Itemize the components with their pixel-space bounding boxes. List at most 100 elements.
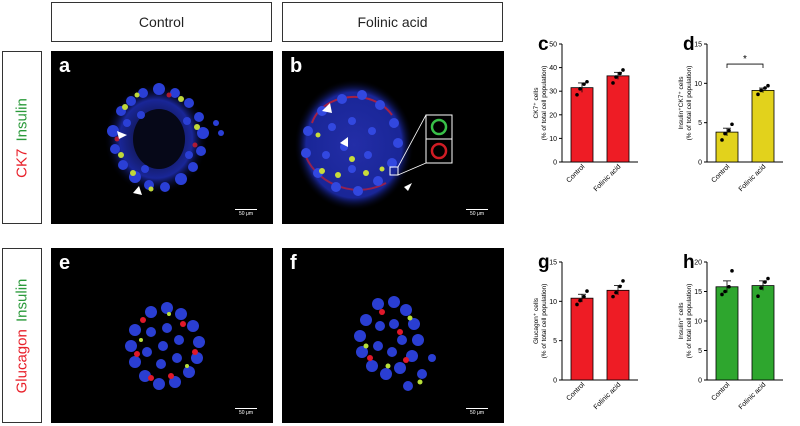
- panel-letter-a: a: [59, 55, 71, 77]
- panel-letter-e: e: [59, 252, 71, 274]
- x-tick-label-c-1: Folinic acid: [593, 163, 623, 193]
- row-label-bottom: Glucagon Insulin: [2, 248, 42, 423]
- data-point-c-1-2: [618, 71, 622, 76]
- x-tick-label-h-0: Control: [710, 381, 731, 402]
- data-point-c-0-1: [578, 87, 582, 91]
- data-point-d-1-1: [759, 88, 763, 93]
- data-point-c-1-0: [611, 81, 615, 85]
- data-point-g-1-2: [618, 284, 622, 289]
- y-label-sub-h: (% of total cell population): [686, 284, 693, 359]
- x-tick-label-d-0: Control: [710, 163, 731, 184]
- data-point-g-0-0: [575, 302, 579, 307]
- scale-bar-a: 50 μm: [235, 209, 257, 217]
- panel-letter-b: b: [290, 55, 303, 77]
- bar-d-0: [715, 131, 739, 163]
- row-bottom-green-label: Insulin: [13, 278, 31, 322]
- micrograph-a-image: [104, 83, 224, 195]
- data-point-c-1-3: [621, 68, 625, 72]
- y-tick-label-c-5: 50: [549, 42, 557, 49]
- chart-letter-h: h: [683, 252, 695, 273]
- y-tick-label-d-1: 5: [698, 120, 702, 127]
- column-header-control: Control: [51, 2, 272, 42]
- column-header-folinic-label: Folinic acid: [357, 14, 428, 30]
- significance-bracket-d: [726, 63, 764, 69]
- data-point-g-0-3: [585, 289, 589, 293]
- data-point-d-0-0: [720, 138, 724, 142]
- x-tick-label-d-1: Folinic acid: [738, 163, 768, 193]
- chart-letter-g: g: [538, 252, 550, 273]
- data-point-g-0-2: [582, 294, 586, 299]
- row-label-bottom-text: Glucagon Insulin: [14, 278, 31, 393]
- data-point-h-1-3: [766, 276, 770, 281]
- y-label-sub-d: (% of total cell population): [686, 66, 693, 141]
- micrograph-panel-b: b 50 μm: [282, 51, 504, 224]
- row-top-green-label: Insulin: [13, 97, 31, 141]
- bar-chart-c: c 0 10 20 30 40 50 CK7⁺ cells (% of total cell p…: [510, 30, 655, 225]
- x-label-group-h-0: Control: [710, 381, 731, 402]
- scale-bar-b: 50 μm: [466, 209, 488, 217]
- data-point-g-1-1: [614, 290, 618, 295]
- y-tick-label-g-1: 5: [553, 338, 557, 345]
- y-tick-label-h-3: 15: [694, 289, 702, 296]
- data-point-d-1-3: [766, 83, 770, 88]
- y-tick-label-c-3: 30: [549, 89, 557, 96]
- data-point-c-0-0: [575, 92, 579, 97]
- y-tick-label-g-3: 15: [549, 260, 557, 267]
- bar-h-0: [715, 286, 739, 381]
- x-label-group-d-0: Control: [710, 163, 731, 184]
- data-point-h-1-2: [763, 280, 767, 284]
- x-tick-label-g-0: Control: [565, 381, 586, 402]
- bar-chart-g: g 0 5 10 15 Glucagon⁺ cells (% of total cell p…: [510, 240, 655, 426]
- x-label-group-g-1: Folinic acid: [593, 381, 623, 411]
- data-point-h-0-0: [720, 292, 724, 297]
- bar-chart-d: d 0 5 10 15 Insulin⁺CK7⁺ cells (% of total cel…: [655, 30, 800, 225]
- y-label-group-h: Insulin⁺ cells (% of total cell populatio…: [678, 284, 693, 359]
- micrograph-b-image: [294, 79, 453, 211]
- y-tick-label-g-0: 0: [553, 378, 557, 385]
- y-label-h: Insulin⁺ cells: [678, 302, 685, 340]
- x-tick-label-g-1: Folinic acid: [593, 381, 623, 411]
- data-point-h-1-1: [759, 286, 763, 290]
- micrograph-panel-a: a 50 μm: [51, 51, 273, 224]
- x-label-group-d-1: Folinic acid: [738, 163, 768, 193]
- micrograph-panel-e: e 50 μm: [51, 248, 273, 423]
- y-tick-label-d-2: 10: [694, 81, 702, 88]
- data-point-d-0-3: [730, 122, 734, 127]
- y-tick-label-h-2: 10: [694, 319, 702, 326]
- column-header-control-label: Control: [138, 14, 185, 30]
- y-label-group-d: Insulin⁺CK7⁺ cells (% of total cell popul…: [678, 66, 693, 141]
- y-tick-label-g-2: 10: [549, 299, 557, 306]
- y-tick-label-h-1: 5: [698, 348, 702, 355]
- scale-bar-a-label: 50 μm: [239, 211, 253, 217]
- bar-h-1: [751, 285, 775, 381]
- y-label-d: Insulin⁺CK7⁺ cells: [678, 76, 685, 130]
- chart-letter-c: c: [538, 34, 549, 55]
- y-label-g: Glucagon⁺ cells: [533, 297, 540, 344]
- data-point-h-0-1: [723, 289, 727, 294]
- bar-g-0: [570, 297, 594, 381]
- x-label-group-c-1: Folinic acid: [593, 163, 623, 193]
- y-tick-label-h-4: 20: [694, 260, 702, 267]
- data-point-c-1-1: [614, 75, 618, 79]
- data-point-d-1-2: [763, 86, 767, 90]
- y-label-c: CK7⁺ cells: [533, 87, 540, 119]
- y-tick-label-c-2: 20: [549, 112, 557, 119]
- bar-chart-d-svg: d 0 5 10 15 Insulin⁺CK7⁺ cells (% of total cel…: [678, 34, 783, 193]
- data-point-c-0-3: [585, 79, 589, 84]
- scale-bar-e-label: 50 μm: [239, 410, 253, 416]
- data-point-g-0-1: [578, 298, 582, 303]
- chart-letter-d: d: [683, 34, 695, 55]
- data-point-h-0-3: [730, 269, 734, 273]
- data-point-h-1-0: [756, 294, 760, 299]
- data-point-d-0-1: [723, 131, 727, 136]
- row-label-top: CK7 Insulin: [2, 51, 42, 224]
- x-label-group-c-0: Control: [565, 163, 586, 184]
- data-point-d-1-0: [756, 92, 760, 97]
- bar-chart-g-svg: g 0 5 10 15 Glucagon⁺ cells (% of total cell p…: [533, 252, 638, 411]
- y-tick-label-c-0: 0: [553, 160, 557, 167]
- x-tick-label-c-0: Control: [565, 163, 586, 184]
- y-label-sub-g: (% of total cell population): [541, 284, 548, 359]
- panel-letter-f: f: [290, 252, 297, 274]
- y-tick-label-d-0: 0: [698, 160, 702, 167]
- y-label-group-g: Glucagon⁺ cells (% of total cell populati…: [533, 284, 548, 359]
